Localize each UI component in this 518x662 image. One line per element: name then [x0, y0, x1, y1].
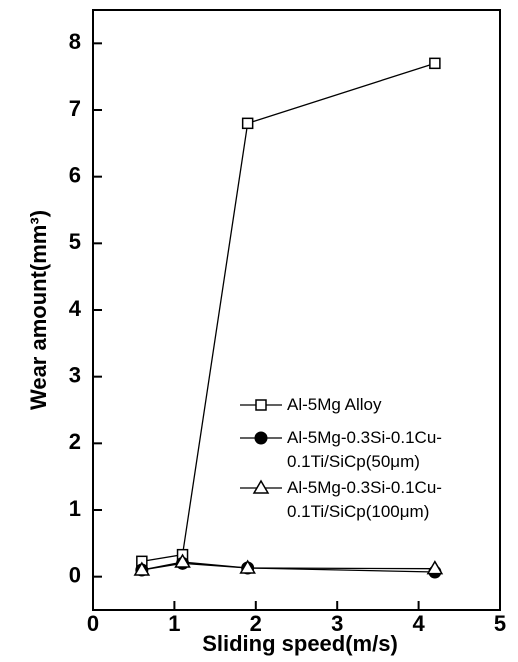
marker — [239, 559, 256, 574]
legend-marker — [254, 431, 268, 445]
legend-label: Al-5Mg Alloy — [287, 395, 382, 414]
x-axis-label: Sliding speed(m/s) — [202, 631, 398, 656]
x-tick-label: 4 — [412, 611, 425, 636]
marker — [241, 117, 254, 130]
y-tick-label: 4 — [69, 296, 82, 321]
y-axis-label: Wear amount(mm³) — [26, 210, 51, 410]
series-line — [141, 62, 436, 562]
x-tick-label: 2 — [250, 611, 262, 636]
y-tick-label: 1 — [69, 496, 81, 521]
series-line — [141, 561, 435, 571]
y-tick-label: 0 — [69, 562, 81, 587]
marker — [174, 553, 191, 568]
marker — [429, 57, 441, 70]
x-tick-label: 5 — [494, 611, 506, 636]
y-tick-label: 3 — [69, 362, 81, 387]
marker — [426, 560, 444, 575]
x-tick-label: 1 — [168, 611, 180, 636]
y-tick-label: 2 — [69, 429, 81, 454]
legend-label: Al-5Mg-0.3Si-0.1Cu-0.1Ti/SiCp(100μm) — [287, 478, 442, 521]
legend-marker — [252, 479, 270, 494]
marker — [133, 561, 151, 576]
y-tick-label: 7 — [69, 96, 81, 121]
legend-label: Al-5Mg-0.3Si-0.1Cu-0.1Ti/SiCp(50μm) — [287, 428, 442, 471]
legend-marker — [255, 399, 267, 411]
y-tick-label: 6 — [69, 162, 81, 187]
x-tick-label: 3 — [331, 611, 343, 636]
y-tick-label: 8 — [69, 29, 81, 54]
x-tick-label: 0 — [87, 611, 99, 636]
y-tick-label: 5 — [69, 229, 81, 254]
series-line — [141, 562, 435, 573]
